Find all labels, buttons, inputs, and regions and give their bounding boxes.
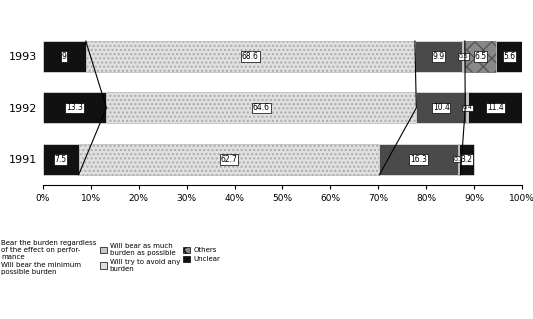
Text: 0.4: 0.4: [462, 105, 472, 110]
Text: 3.2: 3.2: [461, 155, 473, 164]
Bar: [43, 41, 86, 72]
Bar: [468, 93, 523, 123]
Bar: [86, 41, 415, 72]
Bar: [459, 144, 474, 175]
Text: 9.9: 9.9: [433, 52, 445, 61]
Bar: [457, 144, 459, 175]
Text: 7.5: 7.5: [54, 155, 67, 164]
Bar: [496, 41, 523, 72]
Bar: [379, 144, 457, 175]
Text: 6.5: 6.5: [474, 52, 487, 61]
Text: 64.6: 64.6: [253, 103, 270, 112]
Text: 68.6: 68.6: [242, 52, 259, 61]
Text: 13.3: 13.3: [66, 103, 83, 112]
Text: 62.7: 62.7: [221, 155, 237, 164]
Bar: [416, 93, 466, 123]
Bar: [43, 93, 107, 123]
Legend: Bear the burden regardless
of the effect on perfor-
mance, Will bear the minimum: Bear the burden regardless of the effect…: [0, 237, 223, 278]
Text: 5.6: 5.6: [503, 52, 515, 61]
Bar: [466, 93, 468, 123]
Text: 0.5: 0.5: [459, 54, 469, 59]
Bar: [43, 144, 79, 175]
Text: 11.4: 11.4: [487, 103, 504, 112]
Text: 9: 9: [62, 52, 67, 61]
Bar: [465, 41, 496, 72]
Bar: [107, 93, 416, 123]
Text: 0.3: 0.3: [454, 157, 463, 162]
Bar: [463, 41, 465, 72]
Bar: [79, 144, 379, 175]
Bar: [415, 41, 463, 72]
Text: 16.3: 16.3: [410, 155, 427, 164]
Text: 10.4: 10.4: [433, 103, 450, 112]
